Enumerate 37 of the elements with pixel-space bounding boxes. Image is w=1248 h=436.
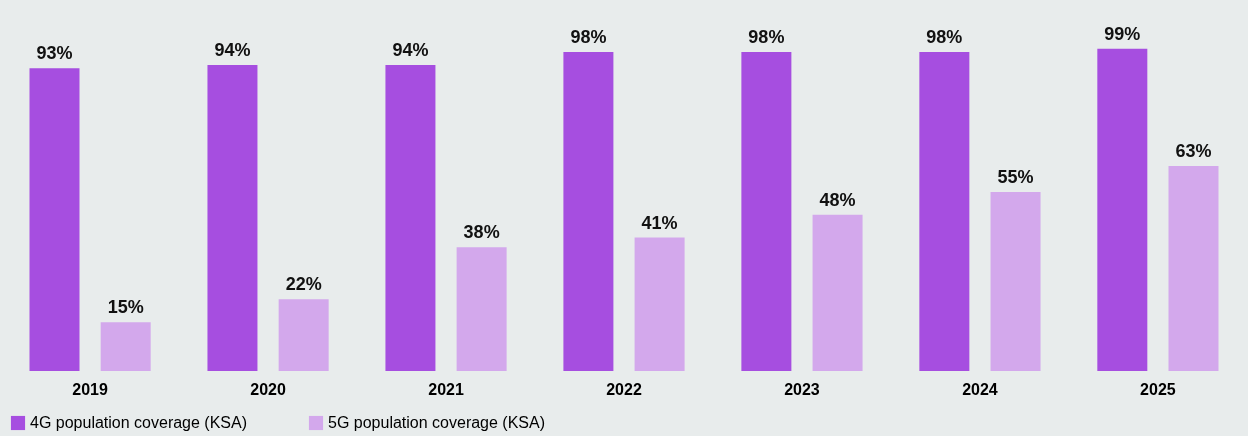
bar	[812, 214, 863, 371]
data-label: 41%	[641, 212, 678, 233]
data-label: 15%	[107, 297, 144, 318]
x-tick-label: 2025	[1140, 380, 1176, 398]
x-tick-label: 2022	[606, 380, 642, 398]
bar	[456, 247, 507, 371]
data-label: 98%	[748, 26, 785, 47]
bar	[563, 51, 614, 371]
bar	[919, 51, 970, 371]
legend-label: 4G population coverage (KSA)	[30, 414, 248, 431]
x-tick-label: 2020	[250, 380, 286, 398]
data-label: 55%	[997, 166, 1034, 187]
data-label: 48%	[819, 189, 856, 210]
bar	[1097, 48, 1148, 371]
bar	[1168, 165, 1219, 371]
bar	[100, 322, 151, 371]
x-tick-label: 2024	[962, 380, 998, 398]
bar	[29, 68, 80, 371]
bar	[385, 64, 436, 371]
bar	[634, 237, 685, 371]
data-label: 99%	[1104, 23, 1141, 44]
bar	[207, 64, 258, 371]
x-tick-label: 2023	[784, 380, 820, 398]
data-label: 63%	[1175, 140, 1212, 161]
x-tick-label: 2021	[428, 380, 464, 398]
data-label: 98%	[570, 26, 607, 47]
data-label: 22%	[285, 274, 322, 295]
data-label: 94%	[214, 39, 251, 60]
bar	[990, 191, 1041, 371]
data-label: 38%	[463, 222, 500, 243]
data-label: 94%	[392, 39, 429, 60]
data-label: 98%	[926, 26, 963, 47]
data-label: 93%	[36, 43, 73, 64]
legend-label: 5G population coverage (KSA)	[328, 414, 546, 431]
bar	[741, 51, 792, 371]
bar	[278, 299, 329, 371]
x-tick-label: 2019	[72, 380, 108, 398]
